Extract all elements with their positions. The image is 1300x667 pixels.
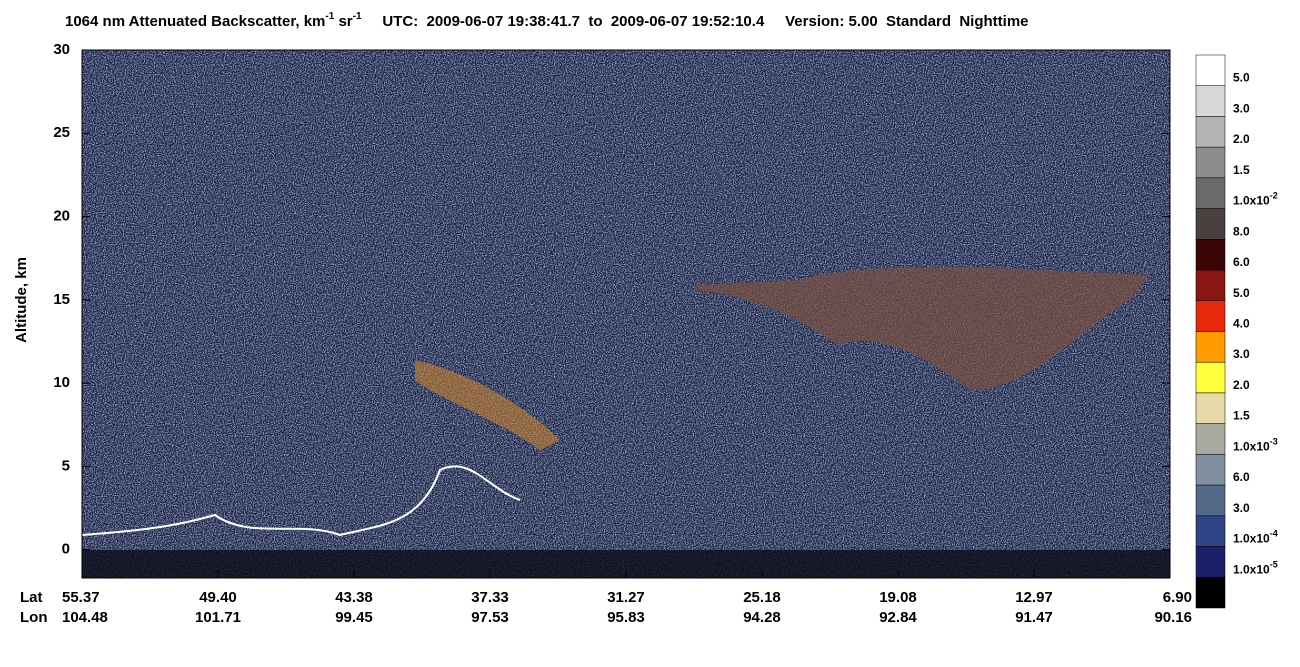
colorbar-label-text: 3.0 xyxy=(1233,347,1250,361)
lat-label: 37.33 xyxy=(471,589,509,606)
colorbar-label-text: 2.0 xyxy=(1233,378,1250,392)
lon-label: 104.48 xyxy=(62,609,108,626)
colorbar-label: 3.0 xyxy=(1233,102,1250,116)
colorbar-label: 6.0 xyxy=(1233,255,1250,269)
colorbar-swatch xyxy=(1195,392,1226,424)
colorbar-label: 1.0x10-3 xyxy=(1233,437,1278,454)
colorbar-label: 1.0x10-2 xyxy=(1233,191,1278,208)
colorbar-label-text: 1.0x10 xyxy=(1233,562,1270,576)
colorbar-label-text: 1.0x10 xyxy=(1233,440,1270,454)
lon-label: 97.53 xyxy=(471,609,509,626)
colorbar-label-text: 5.0 xyxy=(1233,286,1250,300)
colorbar-label-text: 8.0 xyxy=(1233,225,1250,239)
colorbar-label-text: 6.0 xyxy=(1233,255,1250,269)
colorbar-swatch xyxy=(1195,331,1226,363)
colorbar-label-exp: -2 xyxy=(1270,191,1278,201)
lat-label: 49.40 xyxy=(199,589,237,606)
surface-signal xyxy=(81,465,521,537)
colorbar-label-exp: -5 xyxy=(1270,560,1278,570)
lon-label: 99.45 xyxy=(335,609,373,626)
colorbar-label-text: 5.0 xyxy=(1233,71,1250,85)
colorbar-label-exp: -3 xyxy=(1270,437,1278,447)
lon-label: 92.84 xyxy=(879,609,917,626)
title-part: UTC: 2009-06-07 19:38:41.7 to 2009-06-07… xyxy=(362,13,1029,30)
colorbar-label-text: 1.5 xyxy=(1233,163,1250,177)
colorbar-swatch xyxy=(1195,239,1226,271)
lat-label: 12.97 xyxy=(1015,589,1053,606)
colorbar-swatch xyxy=(1195,269,1226,302)
colorbar-swatch xyxy=(1195,116,1226,148)
lat-label: 55.37 xyxy=(62,589,100,606)
title-part: 1064 nm Attenuated Backscatter, km xyxy=(65,13,325,30)
colorbar-label: 1.5 xyxy=(1233,163,1250,177)
colorbar-swatch xyxy=(1195,208,1226,240)
y-tick-label: 5 xyxy=(62,457,70,474)
title-superscript: -1 xyxy=(353,11,362,22)
colorbar-label: 3.0 xyxy=(1233,501,1250,515)
lat-label: 25.18 xyxy=(743,589,781,606)
y-tick-label: 0 xyxy=(62,541,70,558)
colorbar-swatch xyxy=(1195,177,1226,209)
colorbar-label: 3.0 xyxy=(1233,347,1250,361)
cloud-layer xyxy=(415,360,560,450)
colorbar-swatch xyxy=(1195,423,1226,455)
colorbar-label: 1.5 xyxy=(1233,409,1250,423)
y-tick-label: 20 xyxy=(53,208,70,225)
colorbar-label: 8.0 xyxy=(1233,225,1250,239)
colorbar-label: 5.0 xyxy=(1233,71,1250,85)
y-tick-label: 10 xyxy=(53,374,70,391)
colorbar-label-exp: -4 xyxy=(1270,529,1278,539)
y-tick-label: 25 xyxy=(53,124,70,141)
colorbar-label: 2.0 xyxy=(1233,132,1250,146)
colorbar-label: 2.0 xyxy=(1233,378,1250,392)
colorbar-swatch xyxy=(1195,54,1226,86)
colorbar-label: 5.0 xyxy=(1233,286,1250,300)
chart-title: 1064 nm Attenuated Backscatter, km-1 sr-… xyxy=(65,11,1029,30)
plot-area xyxy=(81,49,1171,579)
lon-label: 95.83 xyxy=(607,609,645,626)
colorbar-swatch xyxy=(1195,300,1226,332)
lon-label: 91.47 xyxy=(1015,609,1053,626)
lat-label: 19.08 xyxy=(879,589,917,606)
lat-label: 31.27 xyxy=(607,589,645,606)
colorbar-label-text: 1.0x10 xyxy=(1233,194,1270,208)
title-part: sr xyxy=(334,13,353,30)
lon-label: 94.28 xyxy=(743,609,781,626)
colorbar-label: 6.0 xyxy=(1233,470,1250,484)
colorbar-swatch xyxy=(1195,515,1226,547)
colorbar-swatch xyxy=(1195,577,1226,609)
lat-label: 43.38 xyxy=(335,589,373,606)
colorbar-label: 4.0 xyxy=(1233,317,1250,331)
x-row-label: Lat xyxy=(20,589,43,606)
colorbar-label-text: 6.0 xyxy=(1233,470,1250,484)
colorbar-swatch xyxy=(1195,146,1226,179)
colorbar-label-text: 3.0 xyxy=(1233,102,1250,116)
colorbar-swatch xyxy=(1195,85,1226,117)
colorbar-swatch xyxy=(1195,454,1226,486)
cirrus-cloud xyxy=(695,267,1150,390)
x-row-label: Lon xyxy=(20,609,48,626)
colorbar-swatch xyxy=(1195,361,1226,394)
colorbar-swatch xyxy=(1195,546,1226,578)
y-axis-label: Altitude, km xyxy=(13,257,30,343)
colorbar-swatch xyxy=(1195,484,1226,517)
colorbar-label-text: 1.5 xyxy=(1233,409,1250,423)
lon-label: 101.71 xyxy=(195,609,241,626)
colorbar-label-text: 2.0 xyxy=(1233,132,1250,146)
colorbar-label: 1.0x10-5 xyxy=(1233,560,1278,577)
colorbar-label: 1.0x10-4 xyxy=(1233,529,1278,546)
lon-label: 90.16 xyxy=(1154,609,1192,626)
colorbar-label-text: 4.0 xyxy=(1233,317,1250,331)
colorbar-label-text: 3.0 xyxy=(1233,501,1250,515)
title-superscript: -1 xyxy=(325,11,334,22)
y-tick-label: 30 xyxy=(53,41,70,58)
colorbar-label-text: 1.0x10 xyxy=(1233,532,1270,546)
lat-label: 6.90 xyxy=(1163,589,1192,606)
y-tick-label: 15 xyxy=(53,291,70,308)
